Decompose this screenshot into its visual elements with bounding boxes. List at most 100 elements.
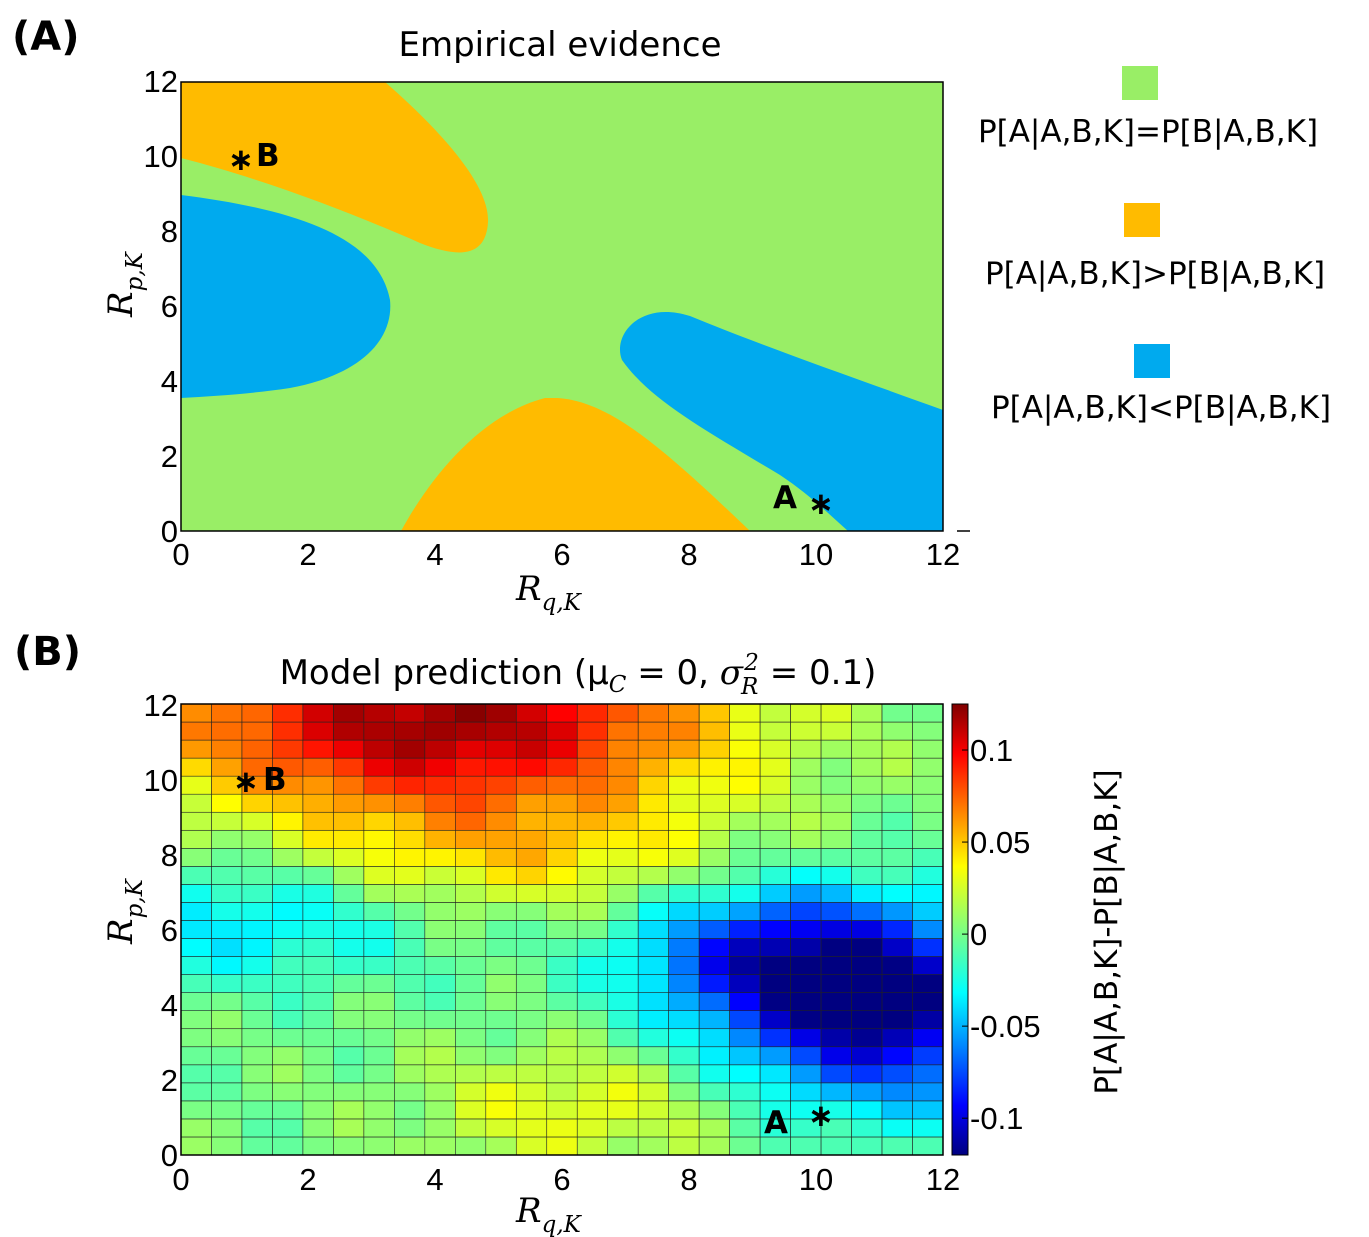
heatmap-cell — [668, 974, 700, 993]
heatmap-cell — [790, 884, 822, 903]
heatmap-cell — [455, 938, 487, 957]
heatmap-cell — [180, 884, 212, 903]
heatmap-cell — [820, 920, 852, 939]
heatmap-cell — [211, 848, 243, 867]
panel-b-star-b: ∗ — [233, 764, 259, 800]
heatmap-cell — [607, 721, 639, 741]
heatmap-cell — [211, 739, 243, 759]
heatmap-cell — [272, 956, 304, 975]
region-b-greater-left — [181, 195, 391, 398]
heatmap-cell — [668, 1064, 700, 1084]
heatmap-cell — [241, 1064, 273, 1084]
heatmap-cell — [698, 793, 730, 813]
heatmap-cell — [881, 739, 913, 759]
panel-a-ytick: 2 — [161, 439, 178, 474]
heatmap-cell — [211, 902, 243, 921]
heatmap-cell — [180, 938, 212, 957]
heatmap-cell — [424, 1136, 456, 1156]
heatmap-cell — [424, 829, 456, 849]
heatmap-cell — [668, 1046, 700, 1066]
heatmap-cell — [790, 902, 822, 921]
heatmap-cell — [241, 956, 273, 975]
heatmap-cell — [333, 739, 365, 759]
heatmap-cell — [180, 1028, 212, 1048]
heatmap-cell — [272, 1136, 304, 1156]
heatmap-cell — [424, 848, 456, 867]
heatmap-cell — [515, 866, 548, 885]
heatmap-cell — [180, 829, 212, 849]
heatmap-cell — [729, 775, 761, 795]
heatmap-cell — [394, 793, 426, 813]
heatmap-cell — [851, 1046, 883, 1066]
heatmap-cell — [211, 811, 243, 831]
heatmap-cell — [515, 1064, 548, 1084]
heatmap-cell — [302, 1082, 334, 1102]
heatmap-cell — [333, 974, 365, 993]
panel-b-marker-a: A — [764, 1105, 788, 1141]
heatmap-cell — [515, 1118, 548, 1138]
heatmap-cell — [241, 1136, 273, 1156]
heatmap-cell — [455, 992, 487, 1011]
heatmap-cell — [759, 739, 791, 759]
heatmap-cell — [180, 1082, 212, 1102]
heatmap-cell — [820, 739, 852, 759]
heatmap-cell — [820, 974, 852, 993]
heatmap-cell — [576, 739, 609, 759]
heatmap-cell — [485, 811, 517, 831]
heatmap-cell — [912, 757, 944, 777]
heatmap-cell — [698, 1136, 730, 1156]
heatmap-cell — [455, 866, 487, 885]
heatmap-cell — [333, 1100, 365, 1120]
heatmap-cell — [363, 1046, 395, 1066]
heatmap-cell — [851, 1118, 883, 1138]
heatmap-cell — [912, 1100, 944, 1120]
heatmap-cell — [302, 974, 334, 993]
panel-a-plot — [180, 81, 970, 532]
heatmap-cell — [698, 739, 730, 759]
heatmap-cell — [211, 721, 243, 741]
panel-b-ytick: 4 — [161, 988, 178, 1023]
heatmap-cell — [607, 902, 639, 921]
heatmap-cell — [546, 974, 578, 993]
heatmap-cell — [333, 1136, 365, 1156]
heatmap-cell — [485, 775, 517, 795]
heatmap-cell — [881, 703, 913, 723]
heatmap-cell — [455, 1136, 487, 1156]
heatmap-cell — [820, 938, 852, 957]
region-b-greater-right — [619, 311, 943, 531]
heatmap-cell — [424, 793, 456, 813]
heatmap-cell — [455, 902, 487, 921]
heatmap-cell — [455, 1046, 487, 1066]
heatmap-cell — [211, 866, 243, 885]
panel-b-ytick: 0 — [161, 1138, 178, 1173]
heatmap-cell — [302, 902, 334, 921]
heatmap-cell — [333, 1028, 365, 1048]
heatmap-cell — [546, 866, 578, 885]
heatmap-cell — [637, 956, 669, 975]
heatmap-cell — [241, 1118, 273, 1138]
heatmap-cell — [455, 1064, 487, 1084]
heatmap-cell — [424, 721, 456, 741]
heatmap-cell — [394, 992, 426, 1011]
heatmap-cell — [302, 703, 334, 723]
heatmap-cell — [546, 793, 578, 813]
heatmap-cell — [729, 829, 761, 849]
heatmap-cell — [333, 992, 365, 1011]
heatmap-cell — [637, 938, 669, 957]
heatmap-cell — [333, 829, 365, 849]
heatmap-cell — [272, 902, 304, 921]
heatmap-cell — [424, 1010, 456, 1030]
heatmap-cell — [485, 721, 517, 741]
heatmap-cell — [912, 902, 944, 921]
heatmap-cell — [820, 829, 852, 849]
panel-a-ytick: 0 — [161, 514, 178, 549]
heatmap-cell — [576, 1028, 609, 1048]
heatmap-cell — [881, 992, 913, 1011]
heatmap-cell — [576, 703, 609, 723]
heatmap-cell — [180, 1046, 212, 1066]
heatmap-cell — [424, 938, 456, 957]
heatmap-cell — [790, 974, 822, 993]
heatmap-cell — [576, 974, 609, 993]
heatmap-cell — [272, 992, 304, 1011]
heatmap-cell — [881, 1046, 913, 1066]
